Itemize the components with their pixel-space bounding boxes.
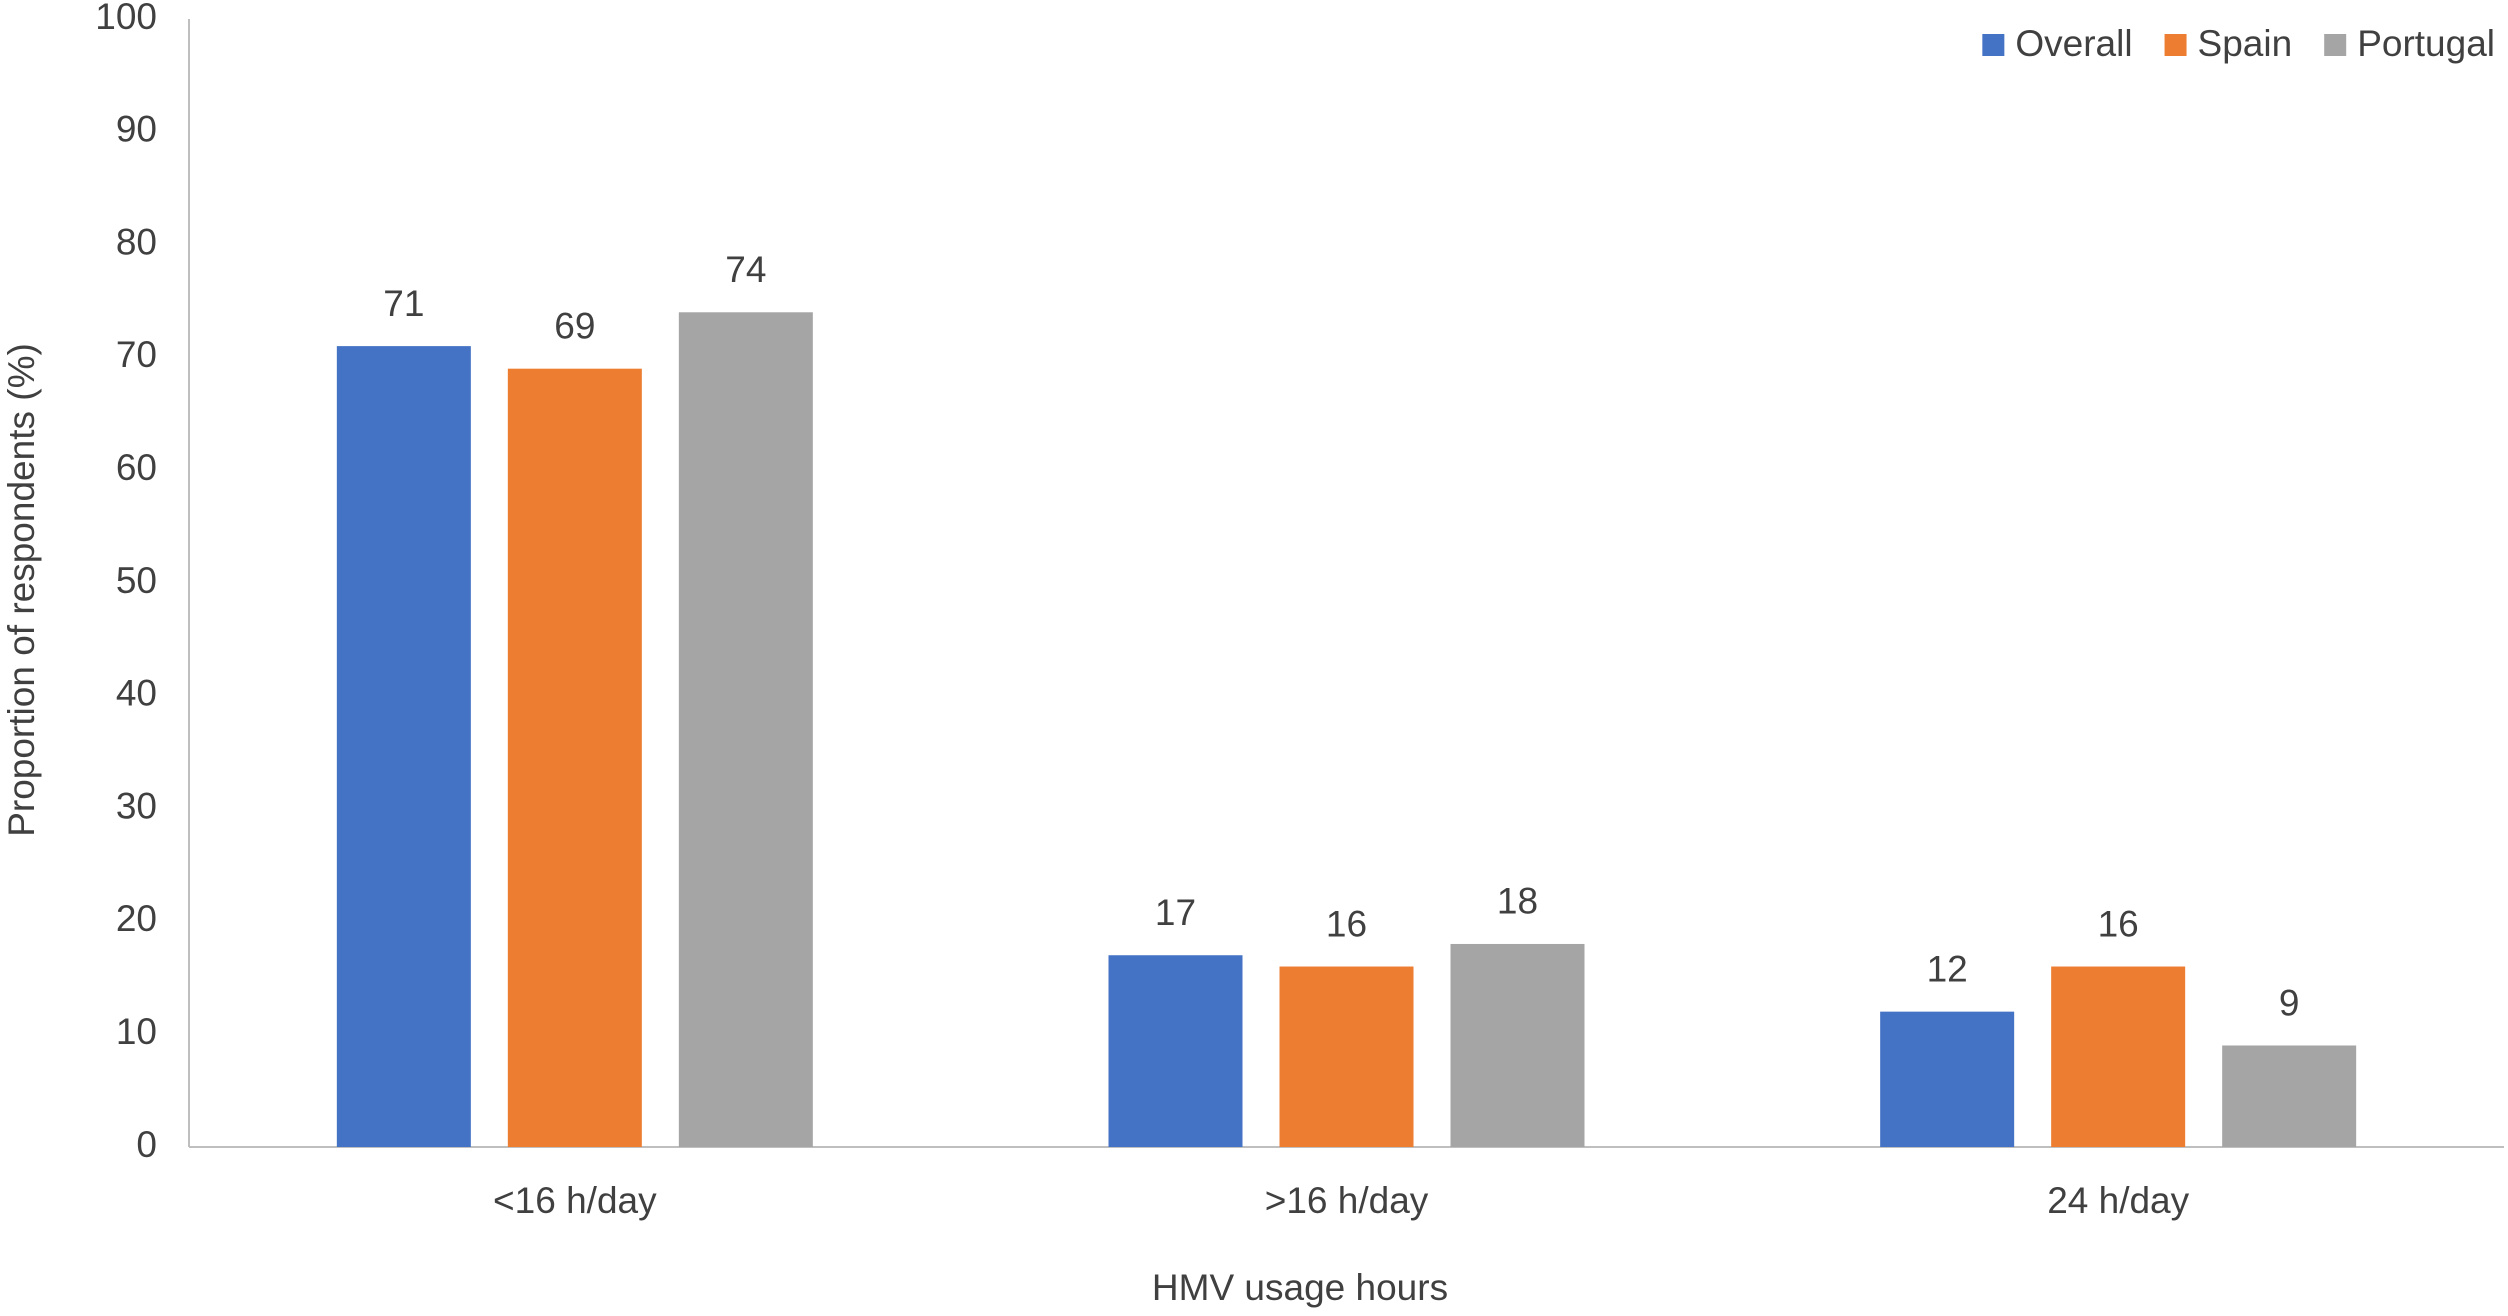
bar [507, 368, 642, 1147]
data-label: 69 [554, 305, 595, 346]
bar [336, 346, 471, 1147]
y-tick-label: 90 [116, 109, 157, 150]
bar [678, 312, 813, 1147]
legend-swatch [1982, 34, 2005, 56]
x-tick-label: 24 h/day [2047, 1180, 2189, 1221]
bar [1450, 943, 1585, 1147]
x-axis-label: HMV usage hours [1152, 1267, 1448, 1308]
y-tick-label: 0 [136, 1124, 157, 1165]
y-tick-label: 100 [95, 0, 157, 37]
bar [2051, 966, 2186, 1147]
data-label: 12 [1927, 948, 1968, 989]
legend-swatch [2164, 34, 2187, 56]
x-tick-label: >16 h/day [1265, 1180, 1429, 1221]
data-label: 18 [1497, 881, 1538, 922]
legend-label: Portugal [2357, 23, 2495, 64]
data-label: 17 [1155, 892, 1196, 933]
y-tick-label: 80 [116, 221, 157, 262]
y-axis-label: Proportion of respondents (%) [1, 343, 42, 837]
legend-label: Overall [2015, 23, 2132, 64]
y-tick-label: 40 [116, 673, 157, 714]
bar [1880, 1011, 2015, 1147]
data-label: 9 [2279, 982, 2300, 1023]
bar [1279, 966, 1414, 1147]
data-label: 71 [383, 283, 424, 324]
y-tick-label: 50 [116, 560, 157, 601]
y-tick-label: 20 [116, 898, 157, 939]
y-tick-label: 10 [116, 1011, 157, 1052]
y-tick-label: 60 [116, 447, 157, 488]
legend-swatch [2324, 34, 2347, 56]
data-label: 16 [1326, 903, 1367, 944]
bar [2222, 1045, 2357, 1147]
data-label: 74 [725, 249, 766, 290]
y-tick-label: 30 [116, 785, 157, 826]
y-tick-label: 70 [116, 334, 157, 375]
x-tick-label: <16 h/day [493, 1180, 657, 1221]
bar [1108, 955, 1243, 1147]
legend-label: Spain [2198, 23, 2293, 64]
data-label: 16 [2098, 903, 2139, 944]
